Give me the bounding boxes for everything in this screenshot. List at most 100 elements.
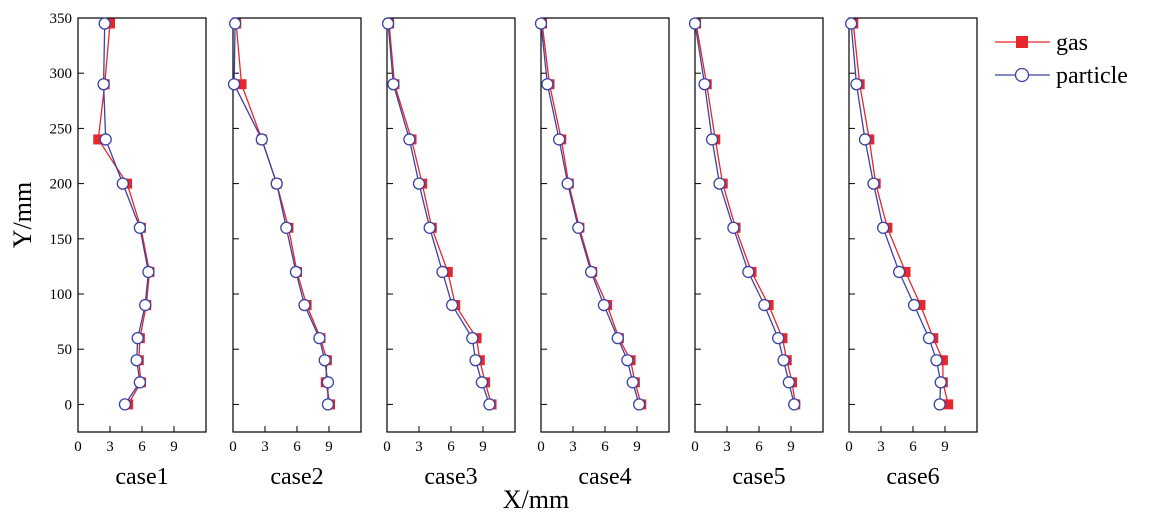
x-tick-label: 0 [74,439,82,455]
data-point-particle [142,265,155,279]
data-point-particle [313,332,326,345]
data-point-particle [466,332,479,345]
data-point-particle [705,133,719,146]
y-tick-label: 50 [57,342,72,358]
data-point-particle [298,298,311,312]
panel-label: case3 [424,464,477,490]
panel-frame [540,17,670,433]
data-point-particle [412,177,426,190]
data-point-particle [445,298,459,312]
x-tick-label: 3 [261,439,269,455]
x-tick-label: 9 [787,439,795,455]
data-point-particle [597,298,611,312]
data-point-particle [228,17,242,30]
x-tick-label: 6 [909,439,917,455]
x-tick-label: 3 [877,439,885,455]
y-tick-label: 200 [50,177,73,193]
data-point-particle [469,354,482,367]
legend-marker-particle [1014,67,1030,83]
x-tick-label: 0 [537,439,545,455]
x-tick-label: 3 [415,439,423,455]
data-point-particle [611,332,624,345]
data-point-particle [688,17,702,30]
data-point-particle [99,133,112,146]
data-point-particle [133,376,147,389]
series-line-particle [387,23,491,405]
data-point-particle [423,221,436,234]
data-point-particle [131,332,144,345]
data-point-particle [97,78,110,91]
series-line-gas [541,23,642,405]
data-point-particle [934,376,947,389]
x-tick-label: 6 [293,439,301,455]
data-point-particle [758,298,771,312]
panel-label: case4 [578,464,631,490]
x-tick-label: 0 [383,439,391,455]
x-tick-label: 3 [106,439,114,455]
panel-frame [694,17,824,433]
data-point-particle [387,78,400,91]
x-tick-label: 9 [941,439,949,455]
x-tick-label: 6 [447,439,455,455]
legend-label-gas: gas [1056,30,1088,56]
panel-label: case6 [886,464,939,490]
data-point-particle [116,177,129,190]
y-tick-label: 0 [65,397,73,413]
x-tick-label: 0 [845,439,853,455]
data-point-gas [900,266,911,277]
legend-label-particle: particle [1056,63,1128,89]
data-point-particle [552,133,566,146]
x-tick-label: 6 [138,439,146,455]
data-point-particle [933,398,946,411]
data-point-particle [270,177,283,190]
data-point-particle [782,376,796,389]
data-point-particle [255,133,268,146]
x-tick-label: 9 [633,439,641,455]
data-point-particle [713,177,726,190]
legend-marker-gas [1016,36,1028,48]
data-point-particle [381,17,395,30]
data-point-particle [321,376,335,389]
x-tick-label: 3 [569,439,577,455]
data-point-particle [133,221,147,234]
data-point-particle [727,221,740,234]
data-point-particle [98,17,111,30]
y-tick-label: 150 [50,232,73,248]
data-point-particle [130,354,143,367]
data-point-particle [403,133,416,146]
data-point-particle [876,221,890,234]
x-tick-label: 0 [229,439,237,455]
data-point-particle [561,177,574,190]
y-tick-label: 250 [50,121,73,137]
data-point-particle [742,265,755,279]
data-point-gas [943,399,954,410]
x-axis-title: X/mm [503,485,569,513]
series-line-gas [388,23,493,405]
data-point-particle [907,298,921,312]
data-point-particle [788,398,801,411]
series-line-particle [233,23,329,405]
data-point-gas [915,300,926,311]
x-tick-label: 6 [755,439,763,455]
chart-legend: gas particle [995,30,1128,89]
data-point-particle [321,398,335,411]
data-point-particle [534,17,548,30]
series-line-gas [852,23,949,405]
panel-label: case1 [115,464,168,490]
data-point-particle [318,354,331,367]
panel-frame [848,17,978,433]
data-point-particle [541,78,554,91]
y-tick-label: 300 [50,66,73,82]
data-point-particle [139,298,152,312]
data-point-gas [236,79,247,90]
panel-label: case5 [732,464,785,490]
x-tick-label: 9 [325,439,333,455]
